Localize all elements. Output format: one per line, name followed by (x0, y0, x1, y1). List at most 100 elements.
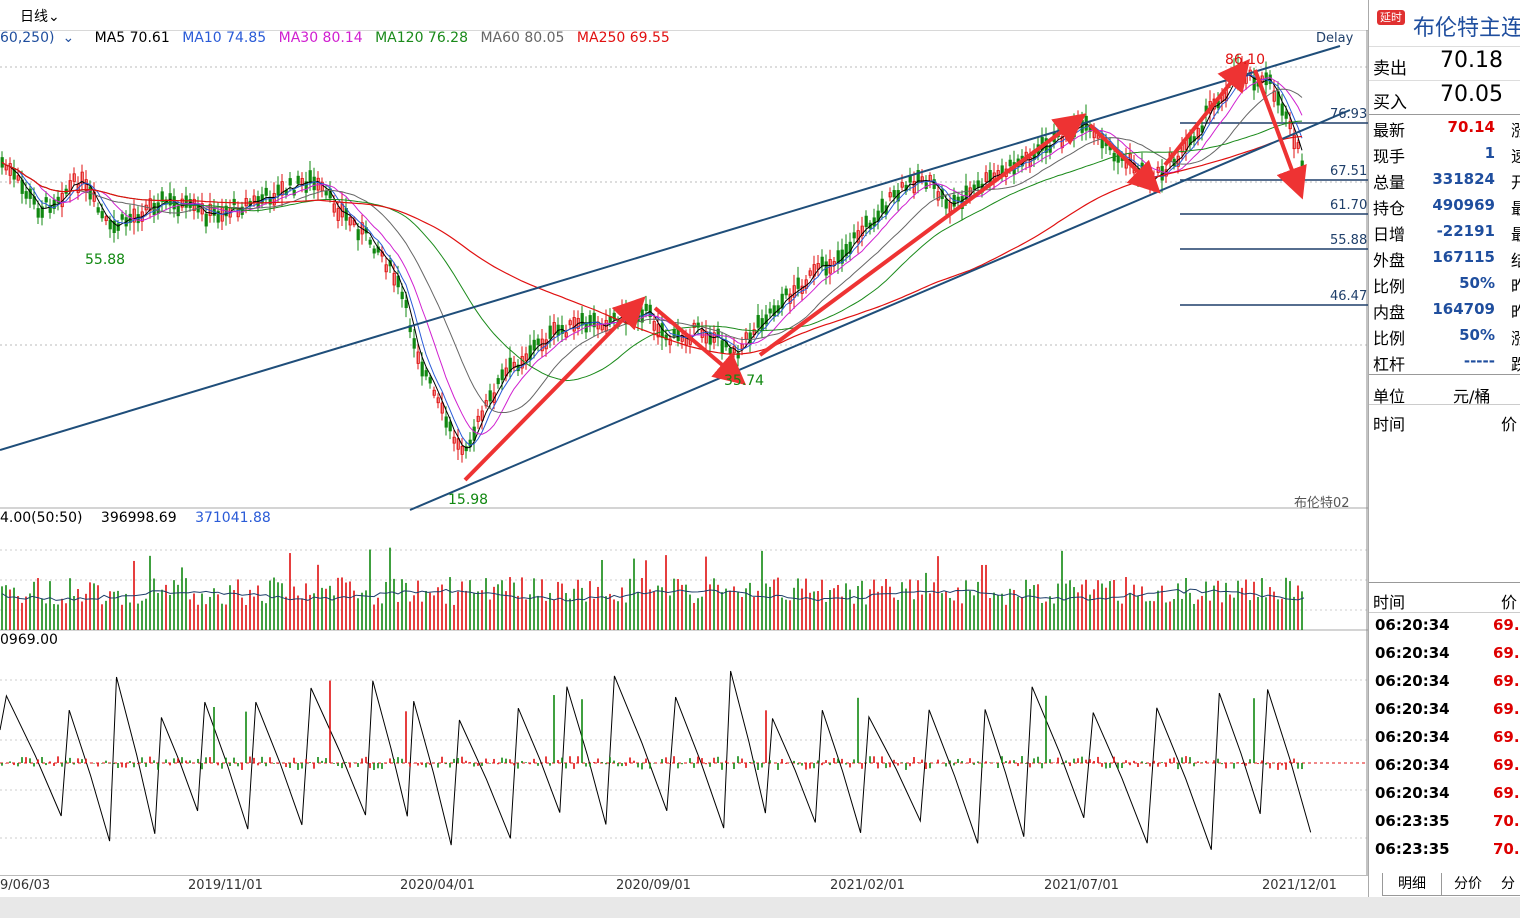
volume-bar (1301, 591, 1303, 630)
candle-body (648, 304, 652, 318)
tab-more[interactable]: 分 (1496, 873, 1520, 896)
oscillator-line (0, 670, 1312, 850)
oscillator-bar (1205, 760, 1207, 763)
volume-bar (901, 582, 903, 630)
oscillator-bar (721, 763, 723, 770)
volume-bar (377, 597, 379, 630)
candle-body (716, 328, 720, 338)
tick-row[interactable]: 06:20:34 69.9 (1369, 640, 1520, 668)
candle-body (852, 232, 856, 239)
buy-quote: 买入 70.05 (1369, 80, 1520, 115)
tick-row[interactable]: 06:23:35 70.1 (1369, 808, 1520, 836)
oscillator-bar (825, 760, 827, 763)
stat-label: 内盘 (1373, 303, 1406, 322)
oscillator-bar (1029, 763, 1031, 768)
volume-bar (1257, 597, 1259, 630)
oscillator-bar (525, 762, 527, 763)
tick-price: 69.9 (1493, 616, 1520, 634)
oscillator-bar (749, 761, 751, 763)
volume-bar (1249, 600, 1251, 630)
candle-body (500, 369, 504, 381)
volume-bar (29, 593, 31, 630)
oscillator-bar (273, 763, 275, 764)
volume-bar (261, 600, 263, 630)
tick-row[interactable]: 06:20:34 69.9 (1369, 780, 1520, 808)
oscillator-bar (929, 763, 931, 769)
oscillator-bar (649, 763, 651, 769)
oscillator-bar (213, 707, 215, 763)
oscillator-bar (69, 757, 71, 763)
oscillator-bar (389, 758, 391, 763)
volume-bar (1005, 604, 1007, 630)
oscillator-bar (457, 757, 459, 763)
oscillator-bar (861, 763, 863, 769)
tick-time: 06:20:34 (1375, 700, 1450, 718)
volume-bar (805, 578, 807, 630)
x-axis: 9/06/03 2019/11/01 2020/04/01 2020/09/01… (0, 875, 1368, 898)
oscillator-bar (5, 763, 7, 764)
oscillator-bar (1037, 756, 1039, 763)
volume-bar (925, 572, 927, 630)
stat-label: 最新 (1373, 121, 1406, 140)
volume-bar (989, 598, 991, 630)
oscillator-bar (617, 763, 619, 767)
oscillator-bar (49, 761, 51, 763)
candle-body (464, 446, 468, 452)
tick-row[interactable]: 06:23:35 70.1 (1369, 836, 1520, 864)
tick-row[interactable]: 06:20:34 69.9 (1369, 668, 1520, 696)
volume-bar (1025, 579, 1027, 630)
candle-body (696, 322, 700, 328)
candle-body (96, 207, 100, 213)
volume-bar (525, 599, 527, 630)
candle-body (476, 415, 480, 422)
candle-body (184, 195, 188, 208)
trend-arrow (758, 113, 1087, 357)
candle-body (312, 176, 316, 191)
oscillator-bar (21, 757, 23, 763)
oscillator-bar (393, 758, 395, 763)
volume-bar (961, 603, 963, 630)
volume-bar (437, 587, 439, 630)
kline-chart[interactable] (0, 30, 1368, 875)
volume-bar (649, 589, 651, 630)
volume-bar (949, 597, 951, 630)
candle-body (296, 175, 300, 184)
candle-body (132, 208, 136, 223)
oscillator-bar (741, 758, 743, 763)
oscillator-bar (81, 759, 83, 763)
oscillator-bar (449, 763, 451, 768)
oscillator-bar (1185, 756, 1187, 763)
period-selector[interactable]: 日线⌄ (20, 6, 60, 26)
oscillator-bar (1297, 763, 1299, 769)
oscillator-bar (297, 763, 299, 770)
candle-body (368, 239, 372, 245)
tab-detail[interactable]: 明细 (1382, 873, 1442, 896)
candle-body (244, 197, 248, 207)
volume-bar (9, 589, 11, 630)
tick-row[interactable]: 06:20:34 69.9 (1369, 612, 1520, 640)
stat-row: 外盘 167115 结 (1369, 244, 1520, 270)
volume-bar (5, 585, 7, 630)
oscillator-bar (961, 761, 963, 763)
candle-body (304, 181, 308, 193)
volume-bar (917, 580, 919, 630)
volume-bar (21, 602, 23, 630)
oscillator-bar (289, 763, 291, 769)
oscillator-bar (757, 763, 759, 770)
oscillator-bar (97, 763, 99, 767)
volume-bar (553, 599, 555, 630)
volume-bar (933, 582, 935, 630)
indicator-params[interactable]: 60,250) ⌄ (0, 30, 82, 46)
instrument-title[interactable]: 布伦特主连 (1413, 16, 1520, 41)
volume-bar (129, 602, 131, 630)
tick-row[interactable]: 06:20:34 69.9 (1369, 724, 1520, 752)
oscillator-bar (777, 763, 779, 770)
volume-bar (37, 578, 39, 630)
volume-bar (457, 591, 459, 630)
oscillator-bar (533, 758, 535, 763)
tick-row[interactable]: 06:20:34 69.9 (1369, 696, 1520, 724)
oscillator-bar (985, 761, 987, 763)
tab-price-dist[interactable]: 分价 (1440, 873, 1496, 896)
volume-bar (829, 590, 831, 630)
tick-row[interactable]: 06:20:34 69.9 (1369, 752, 1520, 780)
